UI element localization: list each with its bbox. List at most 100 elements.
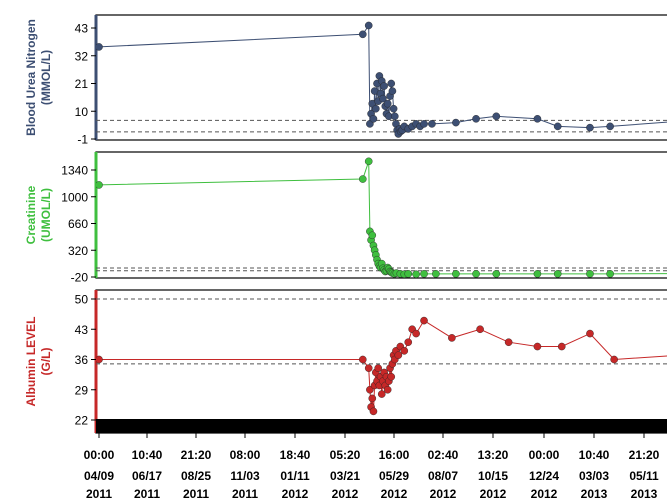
y-tick-label: 660 — [68, 217, 88, 231]
data-point — [364, 364, 373, 372]
y-axis-label: (MMOL/L) — [39, 50, 53, 105]
y-tick-label: -20 — [71, 271, 89, 285]
data-point — [372, 104, 380, 113]
x-tick-label-date: 03/03 — [579, 469, 609, 483]
chart-panel-2: 1340 1000 660 320 -20 Creatinine (UMOL/L) — [24, 151, 667, 285]
data-point — [476, 325, 484, 334]
x-tick-label-year: 2011 — [183, 487, 209, 501]
data-point — [404, 270, 413, 278]
y-tick-label: 43 — [75, 22, 89, 36]
x-tick-label-date: 10/15 — [478, 469, 508, 483]
x-tick-label-year: 2013 — [581, 487, 608, 501]
data-point — [394, 351, 403, 359]
y-axis-label: Albumin LEVEL — [24, 317, 38, 407]
x-tick-label-year: 2012 — [282, 487, 309, 501]
data-point — [557, 342, 566, 351]
data-point — [452, 270, 460, 278]
chart-panel-3: 50 43 36 29 22 Albumin LEVEL (G/L) — [24, 289, 667, 434]
x-axis: 00:00 04/09 2011 10:40 06/17 2011 21:20 08/25 20… — [84, 433, 660, 501]
x-tick-label-year: 2011 — [232, 487, 258, 501]
data-point — [553, 122, 562, 131]
data-point — [492, 112, 501, 121]
data-point — [404, 338, 413, 347]
x-tick-label-year: 2011 — [86, 487, 112, 501]
data-point — [383, 385, 392, 394]
series-group — [96, 157, 667, 278]
data-point — [374, 364, 382, 372]
data-point — [412, 329, 420, 338]
y-tick-label: 320 — [68, 244, 88, 258]
data-point — [96, 43, 103, 51]
data-point — [472, 115, 480, 123]
data-point — [364, 157, 373, 166]
y-axis-label: (UMOL/L) — [39, 188, 53, 242]
data-point — [533, 115, 542, 123]
y-tick-label: 50 — [75, 293, 89, 307]
x-tick-label-time: 02:40 — [428, 448, 459, 462]
data-point — [586, 123, 594, 132]
x-tick-label-time: 21:20 — [181, 448, 212, 462]
data-point — [492, 270, 501, 278]
data-point — [533, 342, 542, 351]
data-point — [96, 355, 103, 364]
data-point — [387, 79, 396, 88]
x-tick-label-time: 08:00 — [230, 448, 261, 462]
series-group — [96, 21, 667, 138]
x-tick-label-date: 12/24 — [529, 469, 559, 483]
data-point — [412, 270, 420, 278]
y-axis-label: Blood Urea Nitrogen — [24, 19, 38, 136]
data-point — [389, 104, 398, 113]
series-group — [96, 316, 667, 416]
x-tick-label-time: 10:40 — [132, 448, 163, 462]
x-tick-label-year: 2013 — [631, 487, 658, 501]
data-point — [383, 99, 392, 108]
data-point — [379, 94, 387, 103]
data-point — [364, 21, 373, 30]
data-point — [472, 270, 480, 278]
data-point — [428, 120, 436, 128]
data-point — [420, 120, 428, 128]
data-point — [586, 270, 594, 278]
chart-panel-1: 43 32 21 10 -1 Blood Urea Nitrogen (MMOL/L) — [24, 14, 667, 147]
x-tick-label-date: 08/07 — [428, 469, 458, 483]
x-tick-label-time: 00:00 — [529, 448, 560, 462]
data-point — [432, 270, 440, 278]
x-tick-label-date: 08/25 — [181, 469, 211, 483]
data-point — [388, 87, 397, 95]
data-point — [358, 355, 367, 364]
data-point — [606, 270, 614, 278]
x-tick-label-year: 2012 — [332, 487, 359, 501]
data-point — [387, 372, 396, 381]
data-point — [358, 175, 367, 183]
x-tick-label-time: 18:40 — [280, 448, 311, 462]
y-tick-label: 32 — [75, 49, 89, 63]
y-axis-label: Creatinine — [24, 185, 38, 244]
y-tick-label: 1340 — [61, 164, 88, 178]
data-point — [358, 30, 367, 39]
x-tick-label-date: 05/29 — [379, 469, 409, 483]
plot-frame — [95, 151, 667, 279]
x-tick-label-time: 10:40 — [579, 448, 610, 462]
bottom-band — [96, 419, 667, 433]
data-point — [400, 347, 409, 355]
x-tick-label-time: 00:00 — [84, 448, 115, 462]
data-point — [553, 270, 562, 278]
y-tick-label: 29 — [75, 383, 89, 397]
data-point — [368, 231, 377, 240]
y-tick-label: 36 — [75, 353, 89, 367]
y-tick-label: -1 — [77, 133, 88, 147]
data-point — [96, 181, 103, 189]
x-tick-label-year: 2011 — [134, 487, 160, 501]
data-point — [369, 115, 378, 123]
data-point — [606, 122, 614, 131]
x-tick-label-time: 21:20 — [629, 448, 660, 462]
data-point — [366, 385, 374, 394]
data-point — [504, 338, 513, 347]
data-point — [420, 316, 428, 325]
y-tick-label: 21 — [75, 77, 89, 91]
x-tick-label-year: 2012 — [531, 487, 558, 501]
x-tick-label-year: 2012 — [381, 487, 408, 501]
data-point — [390, 112, 399, 121]
x-tick-label-time: 05:20 — [330, 448, 361, 462]
